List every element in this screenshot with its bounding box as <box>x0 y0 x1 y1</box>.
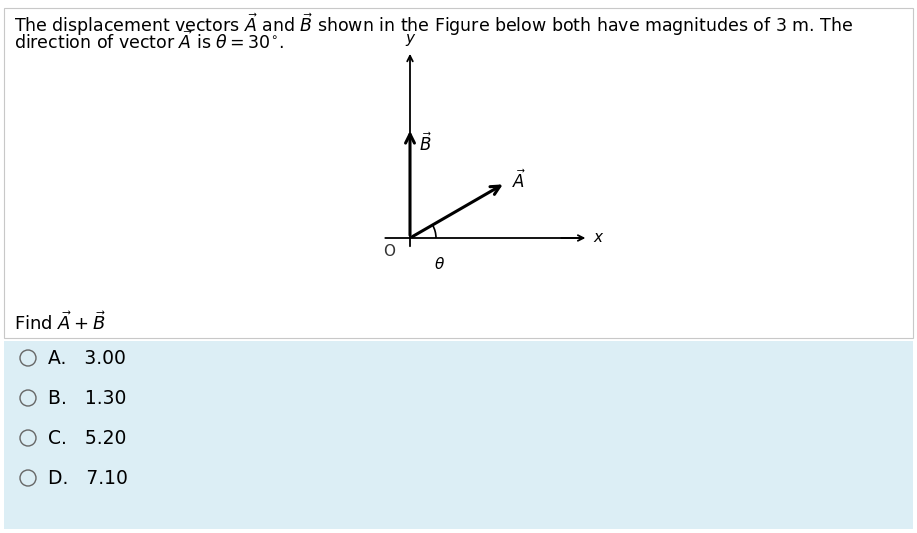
Text: A.   3.00: A. 3.00 <box>48 349 126 367</box>
Text: $\vec{B}$: $\vec{B}$ <box>419 133 432 156</box>
Text: $\vec{A}$: $\vec{A}$ <box>513 169 526 192</box>
Text: D.   7.10: D. 7.10 <box>48 469 127 488</box>
Text: x: x <box>593 230 602 246</box>
Circle shape <box>20 350 36 366</box>
Text: B.   1.30: B. 1.30 <box>48 389 127 408</box>
Text: Find $\vec{A} + \vec{B}$: Find $\vec{A} + \vec{B}$ <box>14 311 106 334</box>
Circle shape <box>20 430 36 446</box>
Text: $\theta$: $\theta$ <box>435 256 446 272</box>
Bar <box>4 8 913 338</box>
Text: The displacement vectors $\vec{A}$ and $\vec{B}$ shown in the Figure below both : The displacement vectors $\vec{A}$ and $… <box>14 11 853 37</box>
Bar <box>4 341 913 529</box>
Circle shape <box>20 390 36 406</box>
Text: y: y <box>405 30 414 45</box>
Text: C.   5.20: C. 5.20 <box>48 429 127 448</box>
Text: direction of vector $\vec{A}$ is $\theta = 30^{\circ}$.: direction of vector $\vec{A}$ is $\theta… <box>14 30 283 53</box>
Circle shape <box>20 470 36 486</box>
Text: O: O <box>383 244 395 259</box>
